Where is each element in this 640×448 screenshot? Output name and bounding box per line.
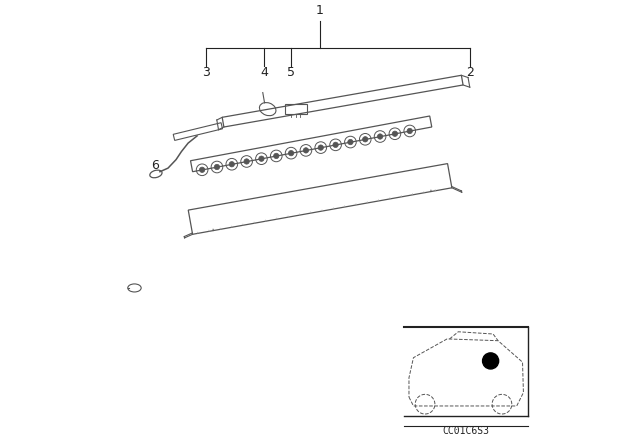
Circle shape: [259, 156, 264, 161]
Circle shape: [214, 164, 220, 170]
Circle shape: [483, 353, 499, 369]
Circle shape: [303, 148, 308, 153]
Circle shape: [407, 128, 412, 134]
Circle shape: [348, 139, 353, 145]
Circle shape: [289, 151, 294, 156]
Text: 4: 4: [260, 66, 268, 79]
Text: 3: 3: [202, 66, 210, 79]
Circle shape: [229, 162, 234, 167]
Text: 6: 6: [150, 159, 159, 172]
Circle shape: [333, 142, 339, 147]
Circle shape: [200, 167, 205, 172]
Circle shape: [363, 137, 368, 142]
Circle shape: [392, 131, 397, 137]
Text: 5: 5: [287, 66, 295, 79]
Circle shape: [244, 159, 250, 164]
Circle shape: [273, 153, 279, 159]
Text: CC01C6S3: CC01C6S3: [442, 426, 489, 435]
Text: 1: 1: [316, 4, 324, 17]
Circle shape: [378, 134, 383, 139]
Text: 2: 2: [466, 66, 474, 79]
Circle shape: [318, 145, 323, 150]
